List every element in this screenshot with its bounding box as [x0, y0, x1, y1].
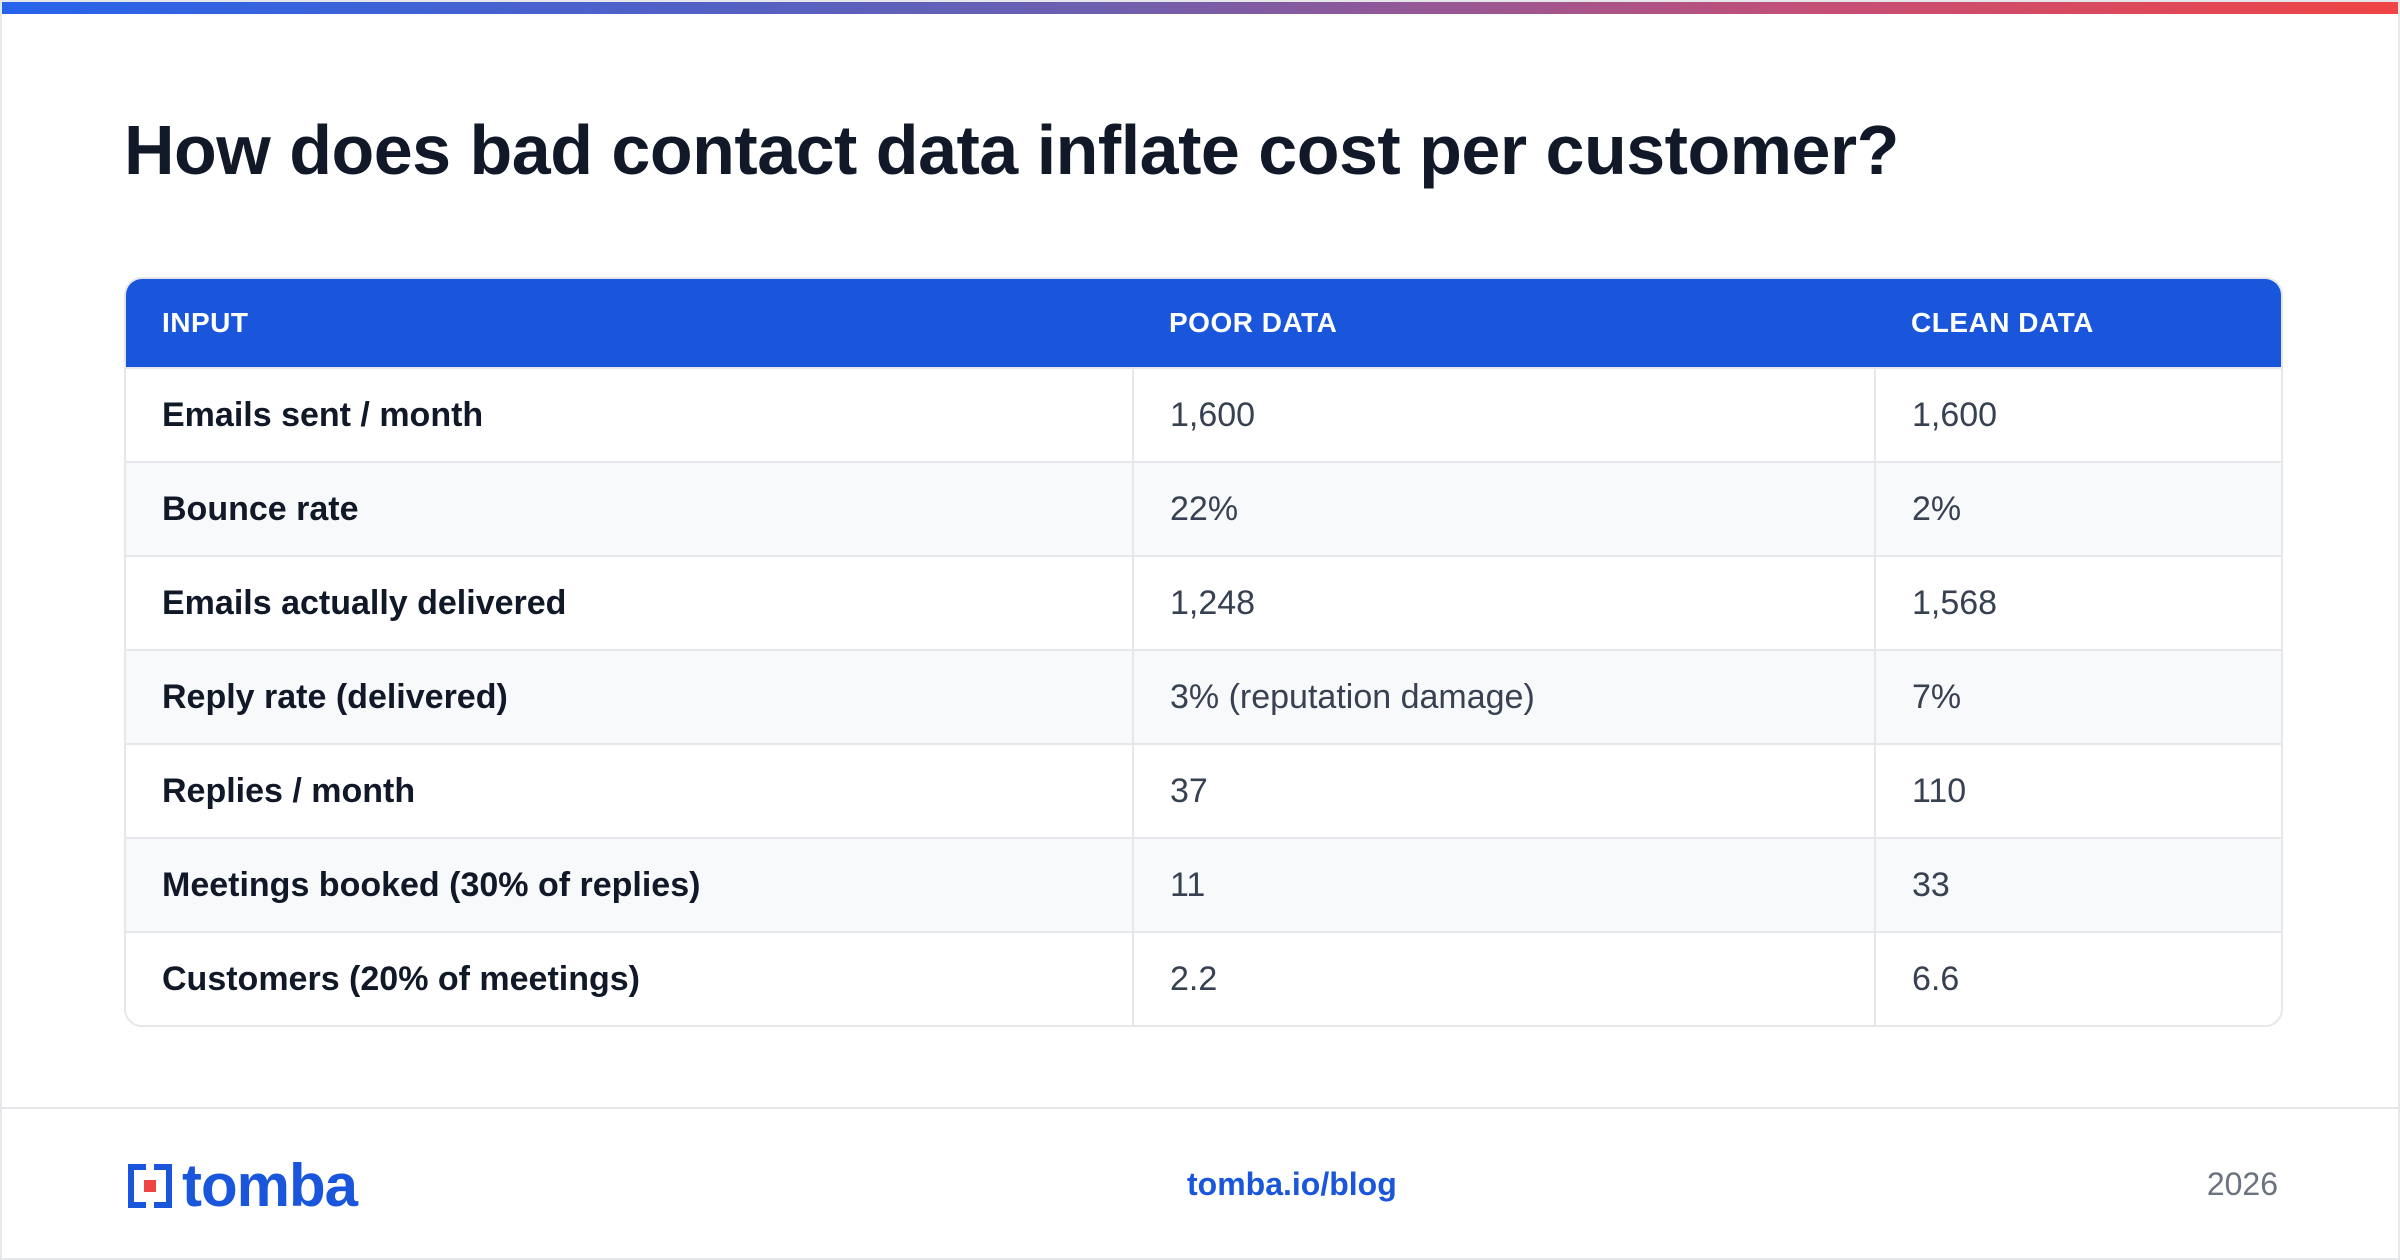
table-header-row: INPUT POOR DATA CLEAN DATA — [126, 279, 2281, 368]
footer-divider — [2, 1107, 2398, 1109]
row-input-label: Meetings booked (30% of replies) — [126, 837, 1133, 932]
table-row: Emails actually delivered 1,248 1,568 — [126, 555, 2281, 650]
gradient-top-bar — [2, 2, 2398, 14]
row-poor-value: 2.2 — [1132, 931, 1875, 1025]
header-clean-data: CLEAN DATA — [1911, 307, 2094, 338]
table-row: Reply rate (delivered) 3% (reputation da… — [126, 649, 2281, 744]
row-input-label: Emails actually delivered — [126, 555, 1133, 650]
blog-link[interactable]: tomba.io/blog — [1187, 1166, 1397, 1202]
row-input-label: Emails sent / month — [126, 367, 1133, 462]
row-clean-value: 1,568 — [1874, 555, 2281, 650]
logo-wordmark: tomba — [182, 1152, 358, 1219]
table-row: Emails sent / month 1,600 1,600 — [126, 367, 2281, 462]
row-input-label: Bounce rate — [126, 461, 1133, 556]
table-row: Meetings booked (30% of replies) 11 33 — [126, 837, 2281, 932]
tomba-logo-icon — [128, 1164, 172, 1208]
row-input-label: Reply rate (delivered) — [126, 649, 1133, 744]
comparison-table: INPUT POOR DATA CLEAN DATA Emails sent /… — [124, 277, 2283, 1027]
row-input-label: Customers (20% of meetings) — [126, 931, 1133, 1025]
row-poor-value: 3% (reputation damage) — [1132, 649, 1875, 744]
row-poor-value: 11 — [1132, 837, 1875, 932]
footer-year: 2026 — [2206, 1166, 2278, 1202]
row-clean-value: 110 — [1874, 743, 2281, 838]
row-clean-value: 2% — [1874, 461, 2281, 556]
table-row: Customers (20% of meetings) 2.2 6.6 — [126, 931, 2281, 1025]
row-input-label: Replies / month — [126, 743, 1133, 838]
row-clean-value: 7% — [1874, 649, 2281, 744]
row-clean-value: 6.6 — [1874, 931, 2281, 1025]
row-clean-value: 1,600 — [1874, 367, 2281, 462]
table-row: Replies / month 37 110 — [126, 743, 2281, 838]
page-title: How does bad contact data inflate cost p… — [124, 111, 1899, 189]
table-row: Bounce rate 22% 2% — [126, 461, 2281, 556]
tomba-logo[interactable]: tomba — [124, 1152, 358, 1219]
row-clean-value: 33 — [1874, 837, 2281, 932]
row-poor-value: 22% — [1132, 461, 1875, 556]
row-poor-value: 1,600 — [1132, 367, 1875, 462]
row-poor-value: 1,248 — [1132, 555, 1875, 650]
header-input: INPUT — [162, 307, 249, 338]
row-poor-value: 37 — [1132, 743, 1875, 838]
header-poor-data: POOR DATA — [1169, 307, 1338, 338]
